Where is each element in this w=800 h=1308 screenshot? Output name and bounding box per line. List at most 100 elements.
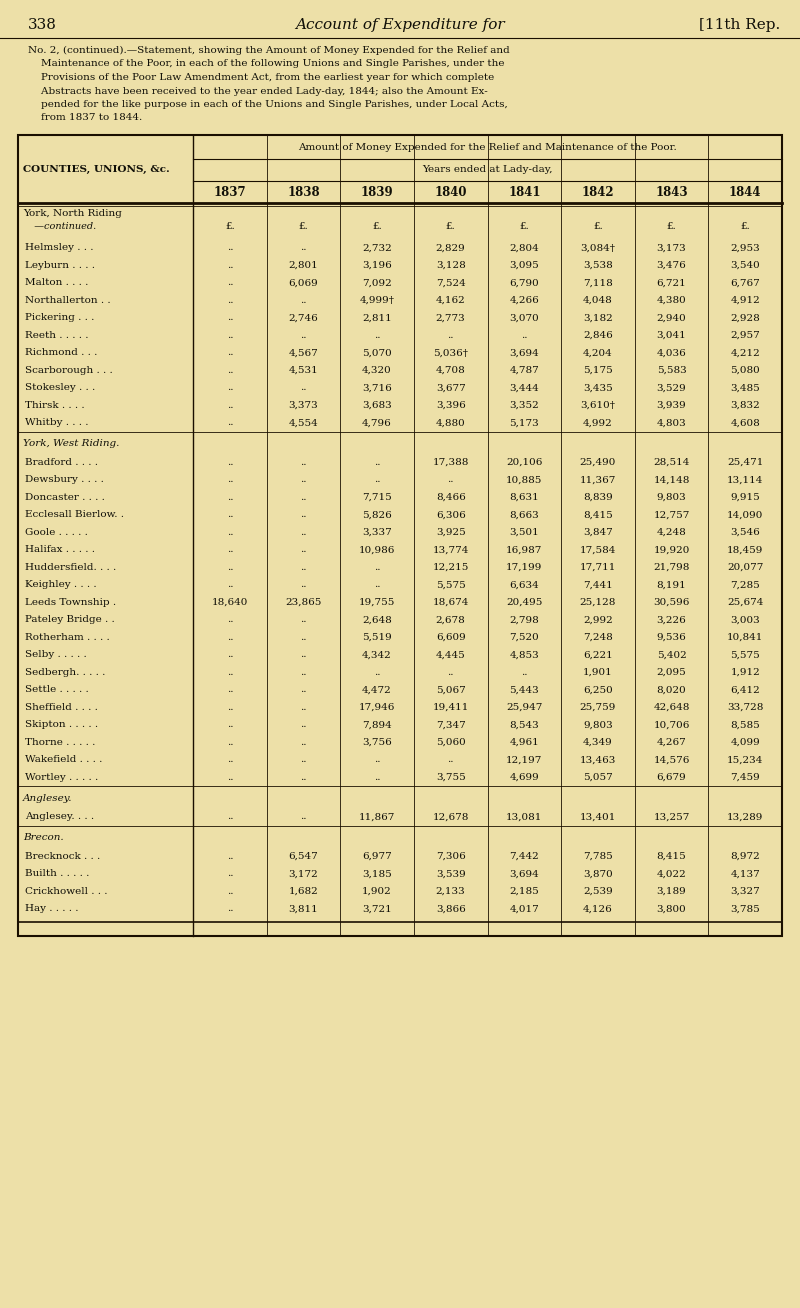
Text: ..: ..: [226, 331, 233, 340]
Text: 42,648: 42,648: [654, 702, 690, 712]
Text: 18,640: 18,640: [212, 598, 248, 607]
Text: 9,803: 9,803: [583, 721, 613, 730]
Text: ..: ..: [374, 581, 380, 589]
Text: 4,912: 4,912: [730, 296, 760, 305]
Text: 9,536: 9,536: [657, 633, 686, 642]
Text: 2,185: 2,185: [510, 887, 539, 896]
Text: York, North Riding: York, North Riding: [23, 209, 122, 218]
Text: 2,773: 2,773: [436, 313, 466, 322]
Text: ..: ..: [300, 721, 306, 730]
Text: 12,197: 12,197: [506, 755, 542, 764]
Text: 14,090: 14,090: [727, 510, 763, 519]
Text: 8,415: 8,415: [583, 510, 613, 519]
Text: ..: ..: [300, 812, 306, 821]
Text: 25,947: 25,947: [506, 702, 542, 712]
Text: ..: ..: [521, 668, 527, 676]
Text: 6,221: 6,221: [583, 650, 613, 659]
Text: 3,070: 3,070: [510, 313, 539, 322]
Text: 3,610†: 3,610†: [581, 400, 615, 409]
Text: ..: ..: [300, 685, 306, 695]
Text: ..: ..: [226, 458, 233, 467]
Text: Sedbergh. . . . .: Sedbergh. . . . .: [25, 668, 106, 676]
Text: 8,020: 8,020: [657, 685, 686, 695]
Text: 5,575: 5,575: [436, 581, 466, 589]
Text: ..: ..: [447, 668, 454, 676]
Text: 7,347: 7,347: [436, 721, 466, 730]
Text: 6,069: 6,069: [289, 279, 318, 288]
Text: Ecclesall Bierlow. .: Ecclesall Bierlow. .: [25, 510, 124, 519]
Text: 4,787: 4,787: [510, 366, 539, 375]
Text: ..: ..: [447, 755, 454, 764]
Text: ..: ..: [226, 260, 233, 269]
Text: 3,716: 3,716: [362, 383, 392, 392]
Text: ..: ..: [447, 475, 454, 484]
Text: 2,801: 2,801: [289, 260, 318, 269]
Text: 17,711: 17,711: [580, 562, 616, 572]
Text: ..: ..: [226, 475, 233, 484]
Text: 3,196: 3,196: [362, 260, 392, 269]
Text: 4,320: 4,320: [362, 366, 392, 375]
Text: ..: ..: [226, 887, 233, 896]
Text: 3,095: 3,095: [510, 260, 539, 269]
Text: 25,128: 25,128: [580, 598, 616, 607]
Text: 12,757: 12,757: [654, 510, 690, 519]
Text: 8,543: 8,543: [510, 721, 539, 730]
Text: 2,846: 2,846: [583, 331, 613, 340]
Text: 3,832: 3,832: [730, 400, 760, 409]
Text: 5,173: 5,173: [510, 419, 539, 428]
Text: 1841: 1841: [508, 186, 541, 199]
Text: 3,811: 3,811: [289, 904, 318, 913]
Text: 19,755: 19,755: [359, 598, 395, 607]
Text: 3,677: 3,677: [436, 383, 466, 392]
Text: 19,920: 19,920: [654, 545, 690, 555]
Text: 21,798: 21,798: [654, 562, 690, 572]
Text: 13,289: 13,289: [727, 812, 763, 821]
Text: 5,057: 5,057: [583, 773, 613, 782]
Text: 18,674: 18,674: [433, 598, 469, 607]
Text: 12,678: 12,678: [433, 812, 469, 821]
Text: 20,495: 20,495: [506, 598, 542, 607]
Text: 4,472: 4,472: [362, 685, 392, 695]
Text: 2,953: 2,953: [730, 243, 760, 252]
Text: 7,306: 7,306: [436, 852, 466, 861]
Text: 13,401: 13,401: [580, 812, 616, 821]
Text: ..: ..: [300, 527, 306, 536]
Text: ..: ..: [226, 812, 233, 821]
Text: ..: ..: [226, 279, 233, 288]
Text: Wakefield . . . .: Wakefield . . . .: [25, 755, 102, 764]
Text: 12,215: 12,215: [433, 562, 469, 572]
Text: 3,041: 3,041: [657, 331, 686, 340]
Text: 28,514: 28,514: [654, 458, 690, 467]
Text: 1,902: 1,902: [362, 887, 392, 896]
Text: 3,800: 3,800: [657, 904, 686, 913]
Text: 4,126: 4,126: [583, 904, 613, 913]
Text: 3,444: 3,444: [510, 383, 539, 392]
Text: 7,092: 7,092: [362, 279, 392, 288]
Text: ..: ..: [226, 852, 233, 861]
Text: 5,036†: 5,036†: [433, 348, 468, 357]
Text: Scarborough . . .: Scarborough . . .: [25, 366, 113, 375]
Text: 5,080: 5,080: [730, 366, 760, 375]
Text: 5,826: 5,826: [362, 510, 392, 519]
Text: 5,402: 5,402: [657, 650, 686, 659]
Text: 6,790: 6,790: [510, 279, 539, 288]
Text: ..: ..: [521, 331, 527, 340]
Text: ..: ..: [300, 581, 306, 589]
Text: 5,583: 5,583: [657, 366, 686, 375]
Text: ..: ..: [226, 545, 233, 555]
Text: 4,554: 4,554: [289, 419, 318, 428]
Text: £.: £.: [372, 222, 382, 232]
Text: Hay . . . . .: Hay . . . . .: [25, 904, 78, 913]
Text: 30,596: 30,596: [654, 598, 690, 607]
Text: ..: ..: [226, 773, 233, 782]
Text: ..: ..: [300, 458, 306, 467]
Text: £.: £.: [740, 222, 750, 232]
Text: 25,674: 25,674: [727, 598, 763, 607]
Text: ..: ..: [300, 562, 306, 572]
Text: 4,017: 4,017: [510, 904, 539, 913]
Text: 3,485: 3,485: [730, 383, 760, 392]
Text: 6,679: 6,679: [657, 773, 686, 782]
Text: 6,412: 6,412: [730, 685, 760, 695]
Text: 3,847: 3,847: [583, 527, 613, 536]
Text: ..: ..: [300, 773, 306, 782]
